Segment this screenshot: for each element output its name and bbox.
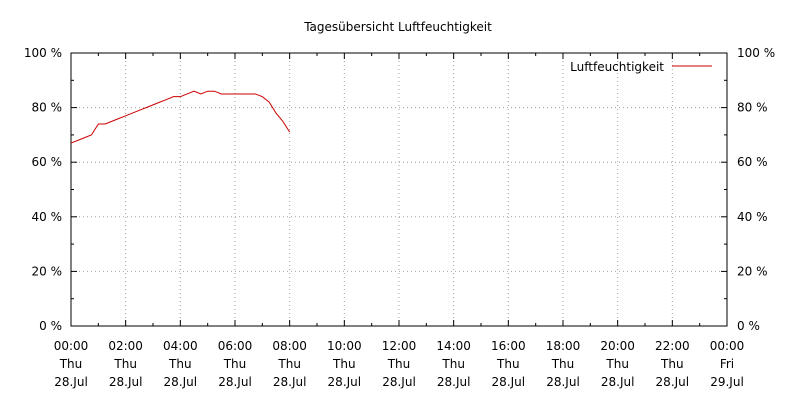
x-tick-label-time: 16:00 [491, 339, 526, 353]
x-tick-label-time: 20:00 [600, 339, 635, 353]
x-tick-label-day: Thu [277, 357, 301, 371]
x-ticks: 00:00 Thu 28.Jul 02:00 Thu 28.Jul 04:00 Thu 28.J… [54, 53, 745, 389]
y2-tick-label-right: 0 % [737, 319, 760, 333]
legend-label: Luftfeuchtigkeit [570, 60, 664, 74]
y-tick-label-left: 80 % [32, 101, 63, 115]
x-tick-label-date: 28.Jul [164, 375, 198, 389]
series-group [70, 90, 291, 144]
x-tick-label-day: Fri [720, 357, 734, 371]
x-tick-label-day: Thu [441, 357, 465, 371]
grid [71, 53, 727, 326]
y-ticks: 0 % 0 % 20 % 20 % 40 % 40 % 60 % 60 % 80 % 80 % 10… [24, 46, 775, 333]
legend: Luftfeuchtigkeit [570, 60, 712, 74]
x-tick-label-date: 28.Jul [601, 375, 635, 389]
y2-tick-label-right: 100 % [737, 46, 775, 60]
x-tick-label-day: Thu [168, 357, 192, 371]
x-tick-label-time: 10:00 [327, 339, 362, 353]
x-tick-label-day: Thu [496, 357, 520, 371]
y-tick-label-left: 20 % [32, 264, 63, 278]
x-tick-label-day: Thu [332, 357, 356, 371]
y2-tick-label-right: 60 % [737, 155, 768, 169]
x-tick-label-day: Thu [660, 357, 684, 371]
x-tick-label-day: Thu [387, 357, 411, 371]
plot-frame [70, 52, 728, 327]
y-tick-label-left: 100 % [24, 46, 62, 60]
x-tick-label-time: 12:00 [382, 339, 417, 353]
x-tick-label-day: Thu [113, 357, 137, 371]
x-tick-label-day: Thu [605, 357, 629, 371]
x-tick-label-date: 28.Jul [546, 375, 580, 389]
y2-tick-label-right: 80 % [737, 101, 768, 115]
x-tick-label-day: Thu [551, 357, 575, 371]
x-tick-label-time: 14:00 [436, 339, 471, 353]
x-tick-label-time: 06:00 [218, 339, 253, 353]
x-tick-label-date: 28.Jul [328, 375, 362, 389]
x-tick-label-time: 00:00 [710, 339, 745, 353]
y-tick-label-left: 60 % [32, 155, 63, 169]
x-tick-label-time: 22:00 [655, 339, 690, 353]
x-tick-label-date: 28.Jul [54, 375, 88, 389]
x-tick-label-date: 29.Jul [710, 375, 744, 389]
y2-tick-label-right: 40 % [737, 210, 768, 224]
x-tick-label-date: 28.Jul [492, 375, 526, 389]
y2-tick-label-right: 20 % [737, 264, 768, 278]
x-tick-label-date: 28.Jul [109, 375, 143, 389]
x-tick-label-date: 28.Jul [656, 375, 690, 389]
y-tick-label-left: 0 % [39, 319, 62, 333]
x-tick-label-date: 28.Jul [218, 375, 252, 389]
x-tick-label-time: 00:00 [54, 339, 89, 353]
y-tick-label-left: 40 % [32, 210, 63, 224]
x-tick-label-time: 02:00 [108, 339, 143, 353]
x-tick-label-time: 04:00 [163, 339, 198, 353]
x-tick-label-day: Thu [59, 357, 83, 371]
x-tick-label-time: 18:00 [546, 339, 581, 353]
x-tick-label-date: 28.Jul [437, 375, 471, 389]
x-tick-label-day: Thu [223, 357, 247, 371]
x-tick-label-date: 28.Jul [382, 375, 416, 389]
x-tick-label-date: 28.Jul [273, 375, 307, 389]
chart-title: Tagesübersicht Luftfeuchtigkeit [303, 20, 492, 34]
x-tick-label-time: 08:00 [272, 339, 307, 353]
